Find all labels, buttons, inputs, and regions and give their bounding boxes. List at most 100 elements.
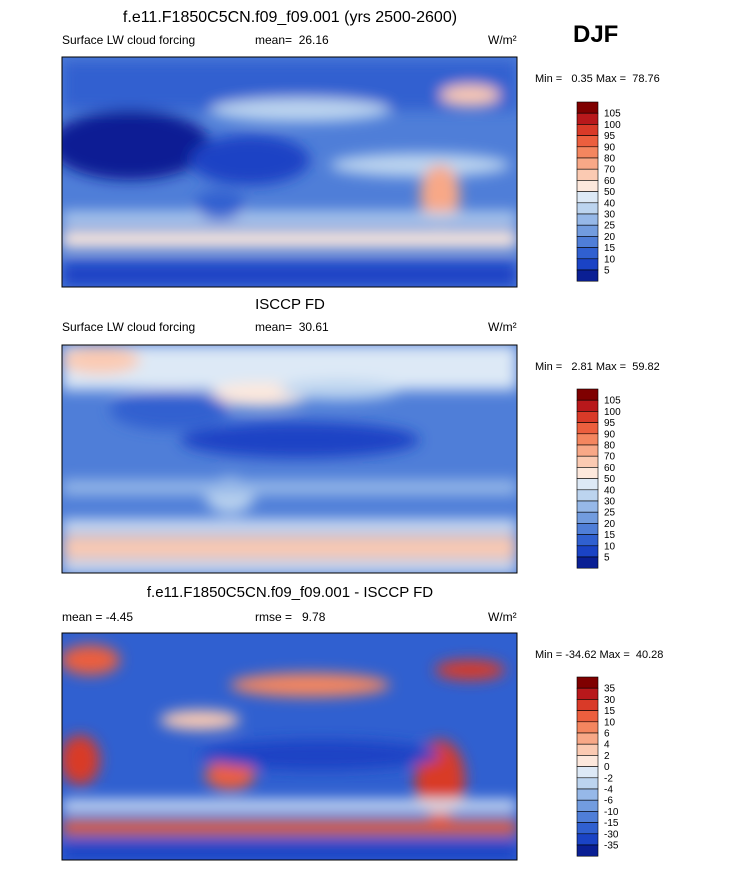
colorbar-box bbox=[576, 180, 599, 192]
colorbar-label: 70 bbox=[604, 165, 616, 176]
colorbar-box bbox=[576, 157, 599, 170]
colorbar-label: 30 bbox=[604, 210, 616, 221]
colorbar-box bbox=[576, 411, 599, 423]
colorbar-label: 70 bbox=[604, 452, 616, 463]
colorbar-label: 25 bbox=[604, 508, 616, 519]
colorbar-label: 105 bbox=[604, 109, 621, 120]
panel-title: ISCCP FD bbox=[255, 296, 325, 313]
colorbar-label: 30 bbox=[604, 497, 616, 508]
colorbar-label: 6 bbox=[604, 729, 610, 740]
colorbar-box bbox=[576, 500, 599, 513]
colorbar-label: 50 bbox=[604, 187, 616, 198]
season-label: DJF bbox=[573, 21, 618, 48]
colorbar-label: 5 bbox=[604, 553, 610, 564]
panel-left-label: Surface LW cloud forcing bbox=[62, 320, 195, 334]
colorbar-box bbox=[576, 699, 599, 711]
colorbar-box bbox=[576, 455, 599, 468]
colorbar-box bbox=[576, 523, 599, 535]
colorbar-box bbox=[576, 822, 599, 835]
colorbar-box bbox=[576, 545, 599, 558]
colorbar-box bbox=[576, 258, 599, 271]
colorbar-label: 60 bbox=[604, 176, 616, 187]
colorbar-label: 2 bbox=[604, 751, 610, 762]
colorbar-label: 10 bbox=[604, 541, 616, 552]
colorbar-box bbox=[576, 710, 599, 723]
map-field bbox=[62, 345, 517, 573]
colorbar-label: -35 bbox=[604, 841, 619, 852]
map-frame bbox=[61, 56, 518, 288]
units-label: W/m² bbox=[488, 610, 517, 624]
panel-left-label: Surface LW cloud forcing bbox=[62, 33, 195, 47]
colorbar-box bbox=[576, 833, 599, 846]
colorbar-label: 40 bbox=[604, 198, 616, 209]
colorbar-box bbox=[576, 755, 599, 767]
colorbar-label: 4 bbox=[604, 740, 610, 751]
colorbar-label: 60 bbox=[604, 463, 616, 474]
colorbar-label: 15 bbox=[604, 706, 616, 717]
colorbar-box bbox=[576, 743, 599, 756]
colorbar-box bbox=[576, 433, 599, 446]
colorbar-label: -4 bbox=[604, 785, 613, 796]
colorbar-box bbox=[576, 777, 599, 790]
colorbar-box bbox=[576, 101, 599, 114]
colorbar-label: -10 bbox=[604, 807, 619, 818]
colorbar-box bbox=[576, 422, 599, 435]
units-label: W/m² bbox=[488, 33, 517, 47]
colorbar-box bbox=[576, 388, 599, 401]
colorbar-box bbox=[576, 511, 599, 524]
colorbar-label: -15 bbox=[604, 818, 619, 829]
panel-center-label: rmse = 9.78 bbox=[255, 610, 326, 624]
panel-center-label: mean= 26.16 bbox=[255, 33, 329, 47]
colorbar-label: -2 bbox=[604, 773, 613, 784]
colorbar-label: 10 bbox=[604, 717, 616, 728]
colorbar-box bbox=[576, 721, 599, 734]
colorbar-label: 40 bbox=[604, 485, 616, 496]
colorbar-box bbox=[576, 247, 599, 260]
colorbar-label: 80 bbox=[604, 154, 616, 165]
colorbar-label: 100 bbox=[604, 120, 621, 131]
colorbar-label: 95 bbox=[604, 131, 616, 142]
panel-title: f.e11.F1850C5CN.f09_f09.001 - ISCCP FD bbox=[147, 584, 433, 601]
colorbar-label: 30 bbox=[604, 695, 616, 706]
colorbar-box bbox=[576, 489, 599, 502]
colorbar-box bbox=[576, 224, 599, 237]
colorbar-label: 50 bbox=[604, 474, 616, 485]
colorbar-label: 100 bbox=[604, 407, 621, 418]
colorbar-box bbox=[576, 236, 599, 248]
map-field bbox=[62, 633, 517, 860]
panel-left-label: mean = -4.45 bbox=[62, 610, 133, 624]
colorbar-box bbox=[576, 399, 599, 412]
colorbar-label: 20 bbox=[604, 519, 616, 530]
map-frame bbox=[61, 632, 518, 861]
colorbar-box bbox=[576, 676, 599, 689]
map-field bbox=[62, 57, 517, 287]
colorbar-label: 80 bbox=[604, 441, 616, 452]
colorbar-label: 5 bbox=[604, 266, 610, 277]
colorbar-label: 15 bbox=[604, 530, 616, 541]
colorbar-label: 10 bbox=[604, 254, 616, 265]
colorbar-box bbox=[576, 124, 599, 136]
colorbar-label: -6 bbox=[604, 796, 613, 807]
colorbar-label: -30 bbox=[604, 829, 619, 840]
colorbar-box bbox=[576, 269, 599, 282]
figure-title: f.e11.F1850C5CN.f09_f09.001 (yrs 2500-26… bbox=[123, 9, 457, 26]
colorbar-label: 90 bbox=[604, 429, 616, 440]
colorbar-label: 20 bbox=[604, 232, 616, 243]
colorbar-box bbox=[576, 202, 599, 215]
colorbar-box bbox=[576, 168, 599, 181]
units-label: W/m² bbox=[488, 320, 517, 334]
colorbar-box bbox=[576, 799, 599, 812]
colorbar-box bbox=[576, 135, 599, 148]
colorbar-box bbox=[576, 213, 599, 226]
colorbar-label: 0 bbox=[604, 762, 610, 773]
colorbar-box bbox=[576, 534, 599, 547]
colorbar-box bbox=[576, 556, 599, 569]
colorbar-box bbox=[576, 467, 599, 479]
colorbar-label: 35 bbox=[604, 684, 616, 695]
colorbar-box bbox=[576, 811, 599, 823]
colorbar-box bbox=[576, 844, 599, 857]
colorbar-box bbox=[576, 687, 599, 700]
panel-center-label: mean= 30.61 bbox=[255, 320, 329, 334]
min-max-label: Min = 0.35 Max = 78.76 bbox=[535, 73, 660, 85]
